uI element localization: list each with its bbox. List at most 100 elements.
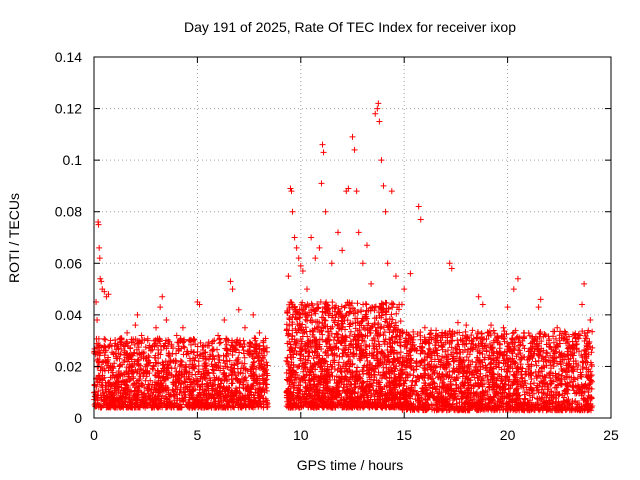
- data-point: [140, 373, 147, 380]
- data-point: [338, 303, 345, 310]
- data-point: [338, 400, 345, 407]
- data-point: [124, 350, 131, 357]
- data-point: [307, 307, 314, 314]
- data-point: [463, 322, 470, 329]
- data-point: [287, 370, 294, 377]
- data-point: [97, 392, 104, 399]
- data-point: [284, 390, 291, 397]
- data-point: [226, 357, 233, 364]
- data-point: [312, 255, 319, 262]
- data-point: [172, 373, 179, 380]
- data-point: [96, 255, 103, 262]
- data-point: [128, 356, 135, 363]
- data-point: [91, 389, 98, 396]
- data-point: [98, 278, 105, 285]
- data-point: [535, 304, 542, 311]
- data-point: [241, 360, 248, 367]
- data-point: [260, 398, 267, 405]
- data-point: [209, 338, 216, 345]
- data-point: [554, 324, 561, 331]
- data-point: [189, 365, 196, 372]
- data-point: [220, 357, 227, 364]
- data-point: [151, 372, 158, 379]
- data-point: [335, 362, 342, 369]
- data-point: [128, 364, 135, 371]
- data-point: [197, 339, 204, 346]
- data-point: [130, 349, 137, 356]
- data-point: [263, 367, 270, 374]
- data-point: [168, 372, 175, 379]
- data-point: [92, 393, 99, 400]
- data-point: [107, 383, 114, 390]
- data-point: [168, 365, 175, 372]
- data-point: [233, 376, 240, 383]
- data-point: [297, 379, 304, 386]
- data-point: [352, 315, 359, 322]
- data-point: [264, 372, 271, 379]
- data-point: [106, 389, 113, 396]
- data-point: [155, 355, 162, 362]
- data-point: [328, 314, 335, 321]
- data-point: [202, 363, 209, 370]
- data-point: [234, 339, 241, 346]
- data-point: [329, 299, 336, 306]
- data-point: [201, 388, 208, 395]
- data-point: [107, 374, 114, 381]
- data-point: [176, 377, 183, 384]
- data-point: [387, 343, 394, 350]
- data-point: [234, 376, 241, 383]
- data-point: [358, 308, 365, 315]
- data-point: [183, 351, 190, 358]
- data-point: [233, 389, 240, 396]
- data-point: [196, 368, 203, 375]
- data-point: [194, 343, 201, 350]
- data-point: [177, 404, 184, 411]
- data-point: [310, 371, 317, 378]
- data-point: [135, 362, 142, 369]
- data-point: [250, 311, 257, 318]
- data-point: [284, 340, 291, 347]
- data-point: [197, 376, 204, 383]
- data-point: [151, 395, 158, 402]
- data-point: [510, 286, 517, 293]
- data-point: [233, 397, 240, 404]
- data-point: [340, 346, 347, 353]
- data-point: [186, 386, 193, 393]
- data-point: [378, 157, 385, 164]
- data-point: [454, 319, 461, 326]
- data-point: [394, 304, 401, 311]
- data-point: [97, 275, 104, 282]
- data-point: [318, 180, 325, 187]
- data-point: [375, 309, 382, 316]
- data-point: [141, 390, 148, 397]
- data-point: [354, 300, 361, 307]
- data-point: [298, 301, 305, 308]
- data-point: [251, 335, 258, 342]
- data-point: [333, 302, 340, 309]
- data-point: [225, 372, 232, 379]
- data-point: [302, 340, 309, 347]
- data-point: [209, 352, 216, 359]
- data-point: [310, 355, 317, 362]
- data-point: [391, 338, 398, 345]
- data-point: [488, 322, 495, 329]
- data-point: [107, 389, 114, 396]
- data-point: [124, 378, 131, 385]
- data-point: [165, 362, 172, 369]
- data-point: [133, 392, 140, 399]
- data-point: [192, 371, 199, 378]
- data-point: [355, 229, 362, 236]
- data-point: [118, 379, 125, 386]
- data-point: [147, 377, 154, 384]
- data-point: [263, 359, 270, 366]
- data-point: [140, 403, 147, 410]
- data-point: [342, 312, 349, 319]
- data-point: [383, 404, 390, 411]
- data-point: [500, 324, 507, 331]
- data-point: [211, 377, 218, 384]
- data-point: [242, 385, 249, 392]
- data-point: [263, 384, 270, 391]
- data-point: [101, 342, 108, 349]
- data-point: [319, 141, 326, 148]
- data-point: [206, 342, 213, 349]
